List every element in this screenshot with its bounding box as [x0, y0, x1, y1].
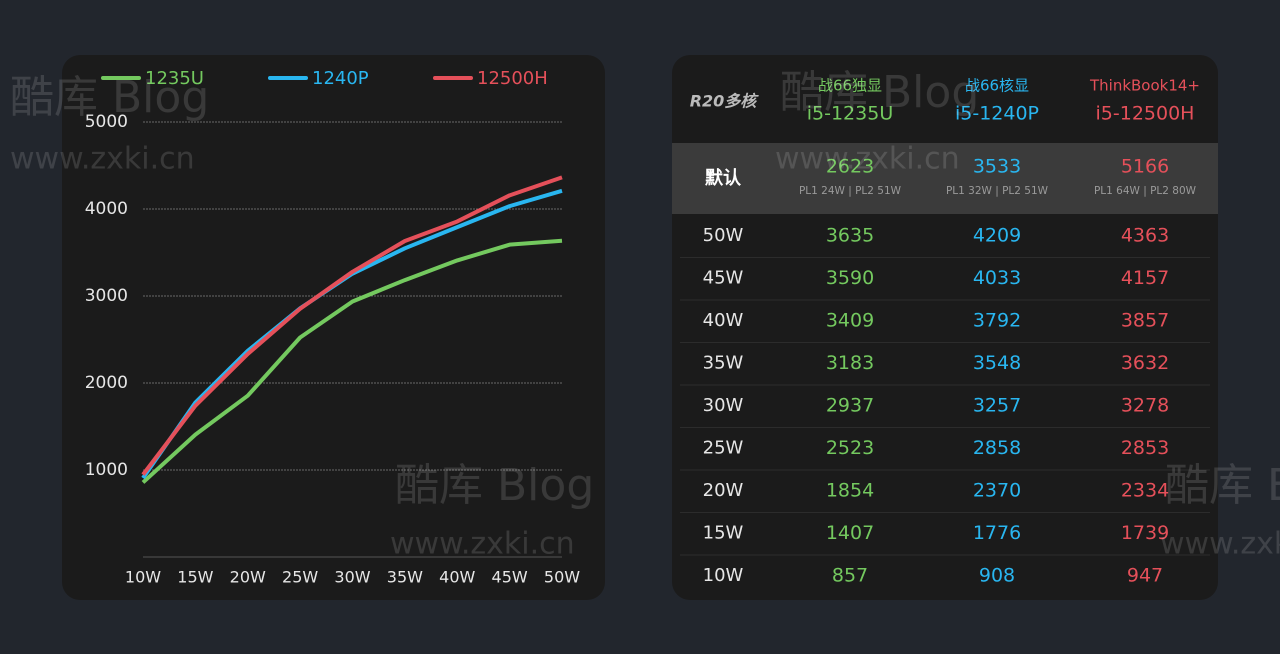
y-tick-label: 2000	[85, 373, 128, 393]
cell-value: 4033	[973, 267, 1021, 289]
cell-value: 3857	[1121, 310, 1169, 332]
chart-panel	[62, 55, 605, 600]
row-label: 20W	[703, 480, 744, 501]
y-tick-label: 5000	[85, 112, 128, 132]
column-model: 战66独显	[818, 77, 882, 95]
column-cpu: i5-12500H	[1096, 103, 1195, 125]
x-tick-label: 15W	[177, 568, 213, 587]
cell-value: 2853	[1121, 437, 1169, 459]
row-label: 默认	[705, 167, 742, 189]
watermark-site: www.zxki.cn	[390, 527, 575, 562]
default-row-bg	[672, 143, 1218, 214]
cell-value: 1776	[973, 522, 1021, 544]
row-label: 50W	[703, 225, 744, 246]
cell-value: 857	[832, 565, 868, 587]
cell-value: 3548	[973, 352, 1021, 374]
y-tick-label: 4000	[85, 199, 128, 219]
cell-value: 3257	[973, 395, 1021, 417]
cell-value: 3792	[973, 310, 1021, 332]
y-tick-label: 1000	[85, 460, 128, 480]
watermark-brand: 酷库 Blog	[10, 72, 209, 123]
row-label: 30W	[703, 395, 744, 416]
x-tick-label: 20W	[230, 568, 266, 587]
x-tick-label: 30W	[334, 568, 370, 587]
cell-value: 2523	[826, 437, 874, 459]
cell-value: 4157	[1121, 267, 1169, 289]
watermark-brand: 酷库 Blog	[1165, 460, 1280, 511]
cell-value: 3533	[973, 156, 1021, 178]
legend-label: 1235U	[145, 68, 204, 89]
cell-value: 1854	[826, 480, 874, 502]
cell-value: 3409	[826, 310, 874, 332]
row-label: 15W	[703, 523, 744, 544]
cell-value: 2937	[826, 395, 874, 417]
column-model: 战66核显	[965, 77, 1029, 95]
cell-value: 4363	[1121, 225, 1169, 247]
cell-value: 3632	[1121, 352, 1169, 374]
column-cpu: i5-1235U	[807, 103, 893, 125]
cell-note: PL1 64W | PL2 80W	[1094, 185, 1197, 197]
x-tick-label: 35W	[387, 568, 423, 587]
watermark-site: www.zxki.cn	[10, 142, 195, 177]
cell-value: 2334	[1121, 480, 1169, 502]
row-label: 40W	[703, 310, 744, 331]
series-line	[141, 238, 563, 484]
row-label: 45W	[703, 268, 744, 289]
legend-label: 12500H	[477, 68, 548, 89]
x-tick-label: 10W	[125, 568, 161, 587]
cell-value: 2858	[973, 437, 1021, 459]
cell-value: 3278	[1121, 395, 1169, 417]
legend-label: 1240P	[312, 68, 369, 89]
cell-value: 3635	[826, 225, 874, 247]
cell-value: 2623	[826, 156, 874, 178]
x-tick-label: 40W	[439, 568, 475, 587]
watermark-site: www.zxki.cn	[775, 142, 960, 177]
column-cpu: i5-1240P	[955, 103, 1039, 125]
y-tick-label: 3000	[85, 286, 128, 306]
cell-value: 5166	[1121, 156, 1169, 178]
cell-value: 2370	[973, 480, 1021, 502]
table-corner: R20多核	[690, 92, 760, 111]
cell-value: 3183	[826, 352, 874, 374]
column-model: ThinkBook14+	[1089, 77, 1200, 95]
cell-value: 1407	[826, 522, 874, 544]
row-label: 35W	[703, 353, 744, 374]
watermark-brand: 酷库 Blog	[395, 460, 594, 511]
cell-value: 3590	[826, 267, 874, 289]
x-tick-label: 25W	[282, 568, 318, 587]
row-label: 10W	[703, 565, 744, 586]
cell-value: 4209	[973, 225, 1021, 247]
cell-note: PL1 24W | PL2 51W	[799, 185, 902, 197]
watermark-brand: 酷库 Blog	[780, 67, 979, 118]
x-tick-label: 50W	[544, 568, 580, 587]
series-line	[141, 175, 563, 476]
cell-value: 1739	[1121, 522, 1169, 544]
watermark-site: www.zxki.cn	[1160, 527, 1280, 562]
cell-value: 947	[1127, 565, 1163, 587]
cell-note: PL1 32W | PL2 51W	[946, 185, 1049, 197]
row-label: 25W	[703, 438, 744, 459]
cell-value: 908	[979, 565, 1015, 587]
x-tick-label: 45W	[492, 568, 528, 587]
